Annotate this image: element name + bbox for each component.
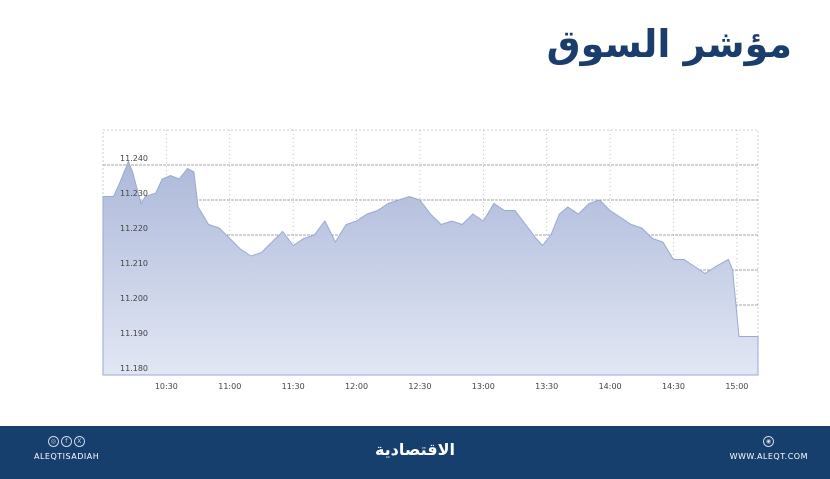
- x-tick-label: 13:30: [535, 382, 558, 391]
- y-tick-label: 11.180: [120, 364, 148, 373]
- y-tick-label: 11.240: [120, 154, 148, 163]
- chart: 11.240 11.230 11.220 11.210 11.200 11.190 11.1…: [102, 129, 759, 391]
- instagram-icon[interactable]: ◎: [48, 436, 60, 447]
- series-area: [102, 160, 759, 376]
- y-tick-label: 11.190: [120, 329, 148, 338]
- y-tick-label: 11.200: [120, 294, 148, 303]
- logo: الاقتصادية: [374, 440, 456, 459]
- x-tick-label: 15:00: [725, 382, 748, 391]
- website-link[interactable]: WWW.ALEQT.COM: [729, 452, 808, 461]
- social-block: ◎ f X ALEQTISADIAH: [34, 436, 99, 461]
- y-tick-label: 11.210: [120, 259, 148, 268]
- x-tick-label: 11:00: [218, 382, 241, 391]
- globe-icon[interactable]: ◉: [763, 436, 775, 447]
- x-tick-label: 14:30: [662, 382, 685, 391]
- x-tick-label: 14:00: [599, 382, 622, 391]
- website-block: ◉ WWW.ALEQT.COM: [730, 436, 808, 461]
- x-tick-label: 10:30: [155, 382, 178, 391]
- y-tick-label: 11.220: [120, 224, 148, 233]
- x-tick-label: 12:30: [408, 382, 431, 391]
- x-icon[interactable]: X: [74, 436, 86, 447]
- footer: ◎ f X ALEQTISADIAH الاقتصادية ◉ WWW.ALEQT.…: [0, 426, 830, 479]
- x-tick-label: 12:00: [345, 382, 368, 391]
- x-tick-label: 13:00: [472, 382, 495, 391]
- social-handle: ALEQTISADIAH: [34, 452, 100, 461]
- facebook-icon[interactable]: f: [61, 436, 73, 447]
- x-tick-label: 11:30: [282, 382, 305, 391]
- page-title: مؤشر السوق: [546, 22, 792, 66]
- y-tick-label: 11.230: [120, 189, 148, 198]
